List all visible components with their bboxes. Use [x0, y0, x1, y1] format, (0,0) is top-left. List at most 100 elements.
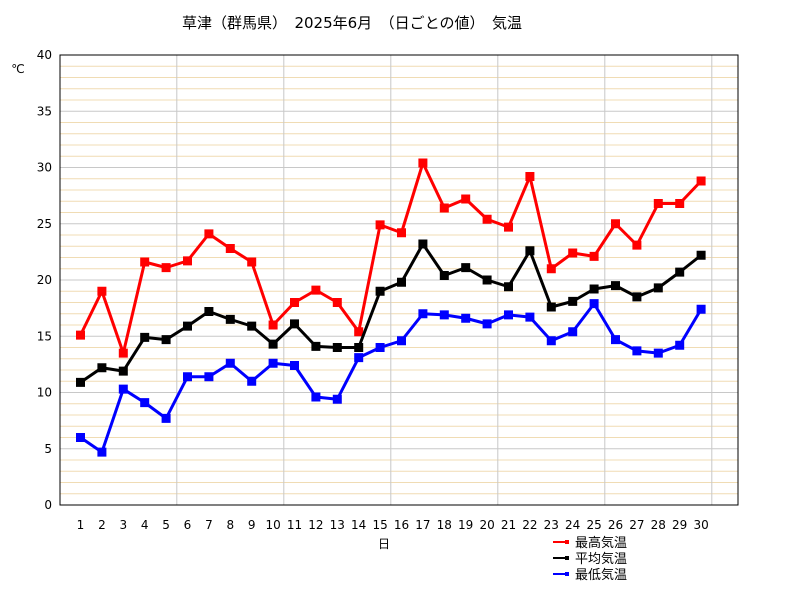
data-point: [311, 392, 321, 402]
data-point: [354, 327, 364, 337]
x-tick-label: 27: [629, 518, 644, 532]
x-tick-label: 25: [586, 518, 601, 532]
data-point: [375, 220, 385, 230]
x-tick-label: 19: [458, 518, 473, 532]
data-point: [696, 304, 706, 314]
data-point: [546, 264, 556, 274]
x-tick-label: 15: [372, 518, 387, 532]
y-tick-label: 0: [44, 498, 52, 512]
data-point: [525, 172, 535, 181]
data-point: [161, 263, 171, 273]
data-point: [504, 282, 513, 292]
data-point: [589, 284, 599, 294]
x-tick-label: 28: [651, 518, 666, 532]
data-point: [504, 222, 513, 232]
legend-marker: [565, 556, 569, 560]
y-tick-label: 35: [37, 104, 52, 118]
data-point: [204, 229, 214, 239]
x-tick-label: 14: [351, 518, 366, 532]
x-tick-label: 20: [479, 518, 494, 532]
data-point: [568, 296, 578, 306]
data-point: [482, 319, 492, 329]
data-point: [675, 199, 685, 208]
data-point: [375, 343, 385, 352]
legend-label: 最低気温: [575, 567, 627, 583]
x-axis-label: 日: [378, 537, 390, 551]
legend-label: 平均気温: [575, 551, 627, 567]
x-tick-label: 29: [672, 518, 687, 532]
data-point: [225, 314, 235, 324]
y-tick-label: 30: [37, 161, 52, 175]
x-tick-label: 23: [544, 518, 559, 532]
y-tick-label: 5: [44, 442, 52, 456]
x-tick-label: 2: [98, 518, 106, 532]
data-point: [311, 341, 321, 351]
data-point: [290, 361, 299, 370]
data-point: [439, 203, 449, 213]
data-point: [461, 194, 471, 204]
data-point: [290, 298, 299, 307]
data-point: [696, 176, 706, 186]
data-point: [311, 285, 321, 295]
data-point: [525, 312, 535, 322]
data-point: [97, 363, 107, 373]
data-point: [418, 239, 428, 249]
series-line: [79, 302, 703, 454]
data-point: [632, 346, 642, 356]
x-tick-label: 9: [248, 518, 256, 532]
data-point: [653, 348, 663, 358]
x-tick-label: 13: [330, 518, 345, 532]
x-tick-label: 18: [437, 518, 452, 532]
x-tick-label: 17: [415, 518, 430, 532]
data-point: [204, 372, 214, 382]
data-point: [632, 292, 642, 302]
data-point: [140, 398, 150, 408]
x-tick-label: 7: [205, 518, 213, 532]
series-layer: [76, 158, 706, 457]
y-tick-label: 20: [37, 273, 52, 287]
legend-marker: [565, 572, 569, 576]
data-point: [183, 321, 192, 331]
y-axis-ticks: 0 5 10 15 20 25 30 35 40: [37, 48, 52, 512]
x-tick-label: 26: [608, 518, 623, 532]
data-point: [589, 299, 599, 309]
data-point: [225, 358, 235, 368]
data-point: [653, 283, 663, 293]
x-tick-label: 24: [565, 518, 580, 532]
legend-label: 最高気温: [575, 535, 627, 551]
data-point: [118, 348, 128, 358]
data-point: [247, 376, 257, 386]
data-point: [118, 384, 128, 394]
data-point: [354, 353, 364, 363]
data-point: [653, 199, 663, 208]
data-point: [140, 257, 150, 267]
x-tick-label: 21: [501, 518, 516, 532]
data-point: [247, 257, 257, 267]
data-point: [161, 413, 171, 423]
data-point: [225, 244, 235, 253]
data-point: [397, 336, 406, 346]
data-point: [611, 281, 620, 291]
data-point: [632, 240, 642, 250]
data-point: [375, 286, 385, 296]
chart-title: 草津（群馬県） 2025年6月 （日ごとの値） 気温: [182, 14, 522, 32]
data-point: [161, 335, 171, 345]
data-point: [568, 327, 578, 337]
y-tick-label: 25: [37, 217, 52, 231]
x-tick-label: 12: [308, 518, 323, 532]
data-point: [76, 433, 85, 442]
data-point: [204, 307, 214, 316]
x-tick-label: 5: [162, 518, 170, 532]
data-point: [611, 219, 620, 229]
data-point: [482, 275, 492, 285]
y-axis-unit: ℃: [11, 62, 24, 76]
legend-marker: [565, 540, 569, 544]
data-point: [546, 336, 556, 346]
x-tick-label: 3: [119, 518, 127, 532]
x-tick-label: 1: [77, 518, 85, 532]
data-point: [418, 158, 428, 168]
data-point: [675, 267, 685, 277]
data-point: [611, 335, 620, 345]
y-tick-label: 10: [37, 386, 52, 400]
